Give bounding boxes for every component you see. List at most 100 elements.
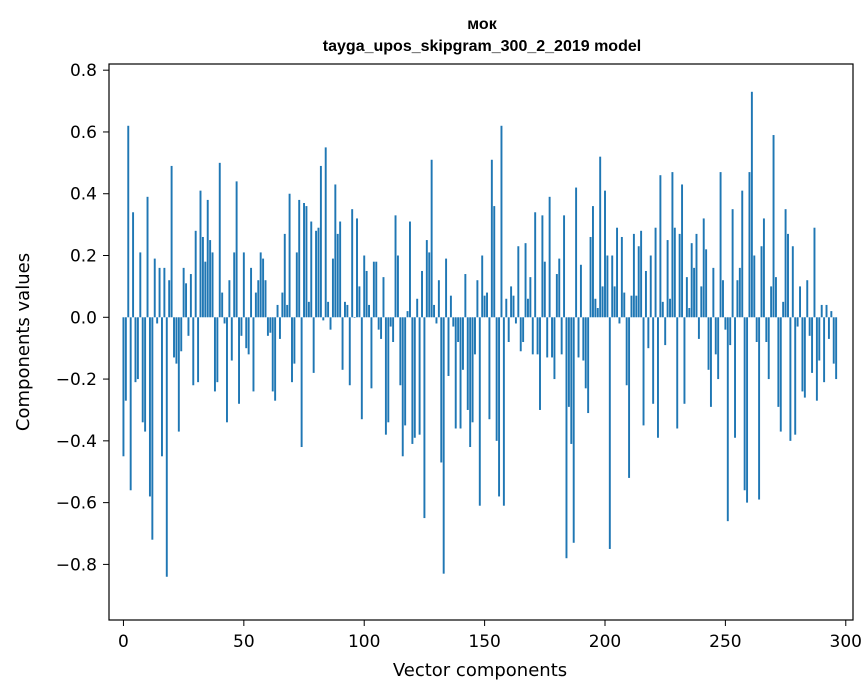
bar-180: [555, 274, 558, 318]
bar-96: [353, 317, 356, 318]
bar-190: [579, 264, 582, 318]
bar-242: [705, 249, 708, 318]
bar-201: [606, 255, 609, 318]
bar-240: [700, 286, 703, 318]
bar-250: [724, 317, 727, 330]
bar-14: [156, 317, 159, 324]
bar-126: [425, 240, 428, 318]
bar-286: [811, 317, 814, 373]
bar-281: [799, 286, 801, 318]
bar-78: [310, 221, 313, 318]
bar-237: [693, 267, 696, 318]
bar-291: [823, 317, 826, 383]
bar-28: [189, 274, 192, 318]
bar-159: [505, 298, 508, 318]
bar-181: [558, 258, 561, 318]
bar-47: [235, 181, 238, 318]
bar-238: [695, 233, 698, 318]
bar-97: [356, 218, 358, 318]
bar-198: [599, 156, 602, 318]
bar-7: [139, 252, 142, 318]
bar-236: [690, 243, 693, 318]
bar-81: [317, 227, 320, 318]
bar-57: [259, 252, 262, 318]
bar-273: [779, 317, 782, 432]
bar-227: [669, 298, 671, 318]
bar-264: [758, 317, 761, 500]
bar-262: [753, 255, 756, 318]
bar-289: [818, 317, 821, 361]
bar-151: [486, 292, 488, 318]
bar-168: [526, 298, 529, 318]
x-tick-label: 150: [468, 632, 500, 652]
bar-62: [271, 317, 274, 392]
bar-138: [454, 317, 457, 429]
bar-280: [796, 317, 799, 327]
bar-265: [760, 246, 763, 318]
bar-60: [266, 317, 269, 336]
bar-120: [411, 317, 414, 444]
bar-279: [794, 317, 797, 435]
bar-254: [734, 317, 736, 438]
bar-79: [312, 317, 315, 373]
bar-185: [567, 317, 570, 407]
bar-77: [307, 301, 310, 318]
bars-group: [122, 91, 838, 577]
bar-223: [659, 175, 662, 318]
bar-200: [604, 190, 606, 318]
bar-54: [252, 317, 255, 392]
bar-84: [324, 147, 327, 318]
bar-241: [702, 218, 705, 318]
bar-218: [647, 317, 650, 349]
bar-211: [630, 295, 633, 318]
bar-91: [341, 317, 344, 370]
y-axis-ticks: −0.8 −0.6 −0.4 −0.2 0.0 0.2 0.4 0.6 0.8: [56, 61, 109, 575]
bar-142: [464, 274, 467, 318]
bar-245: [712, 267, 715, 318]
bar-123: [418, 317, 421, 435]
bar-205: [616, 227, 619, 318]
bar-246: [714, 317, 717, 355]
bar-276: [787, 233, 789, 318]
bar-135: [447, 317, 450, 376]
chart-subtitle: tayga_upos_skipgram_300_2_2019 model: [323, 38, 641, 55]
bar-107: [380, 317, 383, 339]
bar-226: [666, 240, 669, 318]
bar-5: [134, 317, 137, 383]
bar-136: [449, 295, 452, 318]
bar-164: [517, 246, 520, 318]
bar-175: [543, 261, 546, 318]
bar-88: [334, 184, 337, 318]
bar-85: [327, 301, 330, 318]
bar-86: [329, 317, 332, 330]
bar-253: [731, 209, 734, 318]
bar-267: [765, 317, 768, 342]
bar-55: [254, 292, 257, 318]
bar-243: [707, 317, 710, 370]
bar-37: [211, 252, 214, 318]
bar-212: [632, 233, 635, 318]
x-tick-label: 300: [830, 632, 862, 652]
bar-140: [459, 317, 462, 429]
bar-156: [498, 317, 501, 497]
chart-title: мок: [467, 16, 497, 33]
bar-101: [365, 270, 368, 318]
bar-161: [510, 286, 513, 318]
bar-169: [529, 277, 532, 318]
plot-area-frame: [108, 63, 854, 621]
bar-38: [213, 317, 216, 392]
bar-196: [594, 298, 597, 318]
bar-87: [331, 258, 334, 318]
bar-73: [298, 199, 301, 318]
bar-65: [278, 317, 281, 339]
y-axis-label: Components values: [13, 253, 34, 431]
bar-18: [165, 317, 168, 577]
bar-290: [820, 304, 823, 318]
bar-44: [228, 280, 231, 318]
bar-222: [657, 317, 659, 438]
bar-186: [570, 317, 573, 444]
x-tick-label: 200: [589, 632, 621, 652]
bar-271: [774, 277, 777, 318]
bar-41: [221, 292, 224, 318]
bar-283: [803, 317, 806, 398]
